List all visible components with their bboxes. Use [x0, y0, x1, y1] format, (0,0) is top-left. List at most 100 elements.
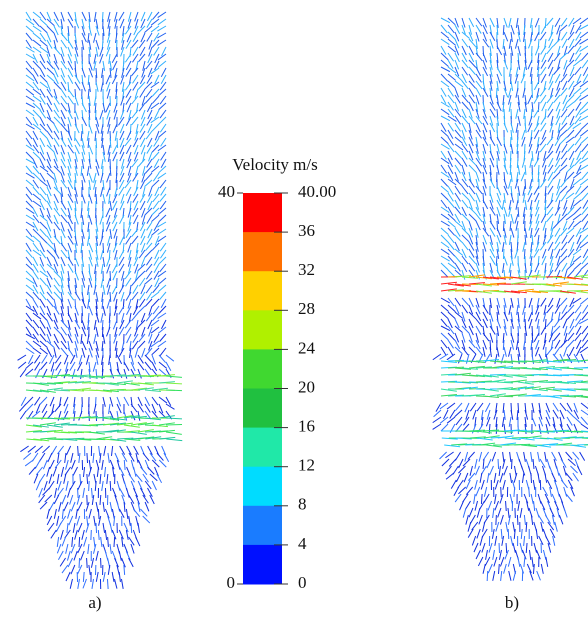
vector: [97, 467, 98, 477]
vector: [476, 214, 482, 222]
vector: [497, 46, 502, 55]
vector: [26, 201, 33, 208]
vector: [89, 124, 92, 133]
vector: [441, 32, 449, 38]
vector: [68, 558, 72, 567]
vector: [531, 515, 532, 525]
vector: [101, 537, 102, 547]
vector: [532, 88, 533, 98]
vector: [57, 516, 59, 526]
vector: [112, 572, 114, 582]
vector: [462, 179, 468, 187]
vector: [119, 12, 124, 21]
vector: [483, 200, 488, 209]
vector: [532, 417, 536, 426]
vector: [568, 459, 575, 466]
vector: [61, 40, 67, 48]
vector: [113, 271, 117, 280]
vector: [511, 298, 513, 308]
vector: [78, 481, 82, 490]
vector: [504, 424, 505, 434]
vector: [480, 473, 482, 483]
vector: [89, 481, 90, 491]
vector: [546, 557, 548, 567]
vector: [72, 537, 73, 547]
vector: [483, 319, 487, 328]
vector: [33, 33, 41, 39]
vector: [126, 187, 131, 196]
vector: [47, 173, 54, 180]
vector: [94, 334, 96, 344]
vector: [463, 508, 466, 518]
vector: [448, 340, 454, 348]
vector: [57, 474, 59, 484]
vector: [151, 292, 159, 298]
vector: [54, 47, 61, 55]
vector: [57, 453, 58, 463]
vector: [560, 53, 567, 60]
vector: [573, 88, 581, 95]
vector: [159, 166, 166, 173]
vector: [546, 354, 548, 364]
vector: [145, 502, 149, 511]
vector: [455, 235, 462, 242]
vector: [490, 137, 495, 146]
vector: [469, 60, 476, 67]
vector: [126, 40, 131, 49]
vector: [104, 467, 105, 477]
vector: [35, 446, 43, 453]
vector: [481, 480, 484, 490]
vector: [497, 347, 499, 357]
vector: [125, 82, 131, 90]
vector-field-b: [433, 18, 588, 581]
colorbar-label: 4: [298, 534, 307, 553]
vector: [124, 460, 125, 470]
vector: [33, 103, 40, 110]
vector: [112, 488, 116, 497]
colorbar-segment: [243, 545, 282, 585]
vector: [497, 137, 501, 146]
vector: [103, 523, 105, 533]
vector: [581, 367, 588, 368]
vector: [475, 501, 478, 511]
vector: [47, 348, 52, 357]
vector: [448, 347, 453, 356]
vector: [96, 355, 98, 365]
vector: [462, 242, 468, 250]
vector: [455, 179, 462, 186]
vector: [132, 236, 138, 244]
vector: [79, 558, 80, 568]
vector: [58, 481, 61, 490]
vector: [159, 117, 166, 124]
vector: [76, 509, 78, 519]
vector: [87, 334, 89, 344]
vector: [140, 509, 147, 516]
vector: [110, 201, 112, 211]
vector: [531, 473, 532, 483]
vector: [575, 144, 581, 152]
vector: [75, 124, 79, 133]
vector: [566, 193, 574, 199]
vector: [448, 312, 455, 319]
vector: [483, 564, 485, 574]
vector: [78, 446, 79, 456]
vector: [115, 558, 119, 567]
vector: [508, 557, 511, 567]
vector: [545, 452, 547, 462]
vector: [490, 326, 495, 335]
vector: [33, 82, 39, 90]
vector: [33, 89, 41, 95]
vector: [40, 229, 47, 236]
vector: [101, 558, 102, 568]
vector: [493, 508, 494, 518]
vector: [138, 481, 142, 490]
vector: [75, 292, 80, 301]
vector: [526, 522, 527, 532]
vector: [567, 95, 574, 102]
vector: [126, 327, 131, 335]
vector: [43, 460, 47, 469]
vector: [133, 208, 138, 216]
vector: [96, 551, 98, 561]
vector: [166, 390, 182, 391]
vector: [155, 467, 159, 476]
